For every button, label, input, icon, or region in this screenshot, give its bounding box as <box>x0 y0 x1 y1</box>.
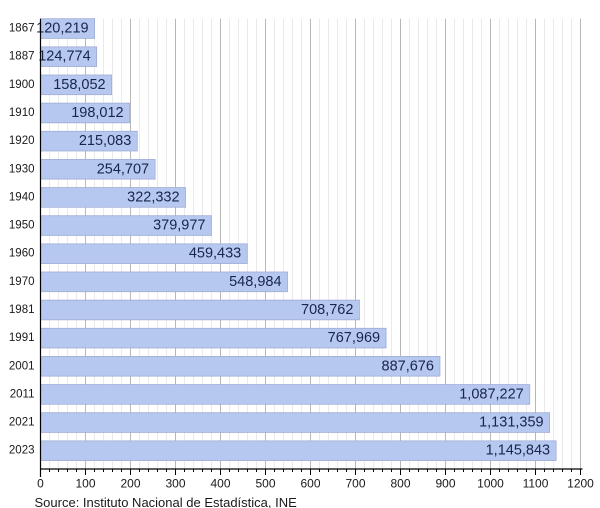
svg-text:708,762: 708,762 <box>301 302 353 318</box>
svg-text:1991: 1991 <box>9 332 35 344</box>
svg-text:900: 900 <box>435 477 455 491</box>
svg-text:215,083: 215,083 <box>79 133 131 149</box>
svg-text:400: 400 <box>210 477 230 491</box>
svg-text:254,707: 254,707 <box>97 161 149 177</box>
svg-text:767,969: 767,969 <box>328 330 380 346</box>
svg-text:1960: 1960 <box>9 248 35 260</box>
svg-text:1,131,359: 1,131,359 <box>479 415 544 431</box>
svg-text:2021: 2021 <box>9 417 35 429</box>
svg-text:1950: 1950 <box>9 220 35 232</box>
svg-text:1,145,843: 1,145,843 <box>486 443 551 459</box>
svg-text:2001: 2001 <box>9 360 35 372</box>
svg-text:1920: 1920 <box>9 135 35 147</box>
svg-text:1867: 1867 <box>9 23 35 35</box>
svg-text:2023: 2023 <box>9 445 35 457</box>
svg-text:1,087,227: 1,087,227 <box>459 386 524 402</box>
svg-text:120,219: 120,219 <box>36 21 88 37</box>
svg-text:1930: 1930 <box>9 163 35 175</box>
svg-text:887,676: 887,676 <box>382 358 434 374</box>
svg-text:1970: 1970 <box>9 276 35 288</box>
svg-text:322,332: 322,332 <box>127 189 179 205</box>
svg-text:1900: 1900 <box>9 79 35 91</box>
svg-text:100: 100 <box>75 477 95 491</box>
svg-text:1981: 1981 <box>9 304 35 316</box>
svg-text:600: 600 <box>300 477 320 491</box>
svg-text:379,977: 379,977 <box>153 218 205 234</box>
svg-text:124,774: 124,774 <box>38 49 90 65</box>
svg-text:700: 700 <box>345 477 365 491</box>
svg-text:158,052: 158,052 <box>53 77 105 93</box>
svg-text:1887: 1887 <box>9 51 35 63</box>
svg-text:800: 800 <box>390 477 410 491</box>
svg-text:459,433: 459,433 <box>189 246 241 262</box>
svg-text:1100: 1100 <box>523 477 549 491</box>
svg-text:500: 500 <box>255 477 275 491</box>
svg-text:200: 200 <box>120 477 140 491</box>
svg-text:Source: Instituto Nacional de: Source: Instituto Nacional de Estadístic… <box>35 495 298 508</box>
svg-text:198,012: 198,012 <box>71 105 123 121</box>
svg-text:1200: 1200 <box>567 477 594 491</box>
svg-text:1910: 1910 <box>9 107 35 119</box>
svg-text:548,984: 548,984 <box>229 274 281 290</box>
svg-text:0: 0 <box>37 477 44 491</box>
svg-text:2011: 2011 <box>10 388 35 400</box>
svg-text:300: 300 <box>165 477 185 491</box>
svg-text:1940: 1940 <box>9 191 35 203</box>
svg-text:1000: 1000 <box>477 477 504 491</box>
